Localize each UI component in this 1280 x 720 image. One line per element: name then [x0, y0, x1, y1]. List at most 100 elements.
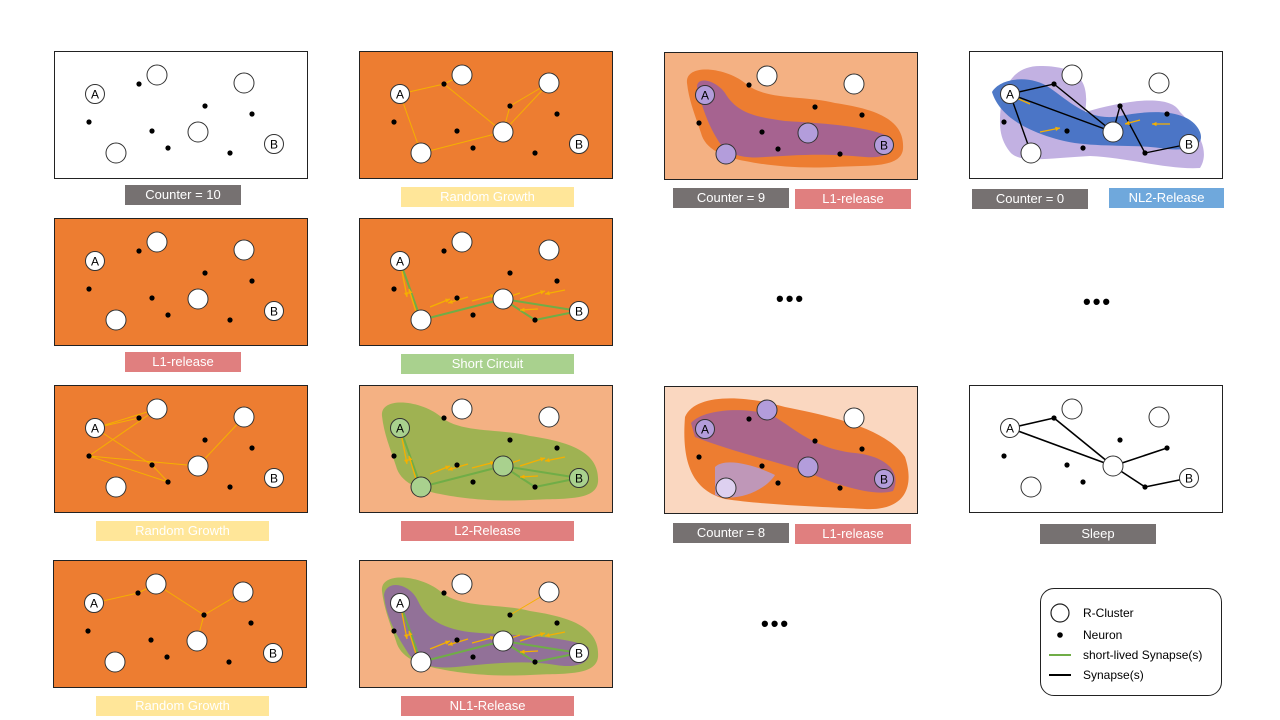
synapse-line [88, 408, 158, 457]
neuron-dot [136, 81, 142, 87]
synapse-line [88, 455, 169, 483]
neuron-dot [507, 437, 513, 443]
neuron-dot [441, 590, 447, 596]
cluster-b-label: B [1185, 472, 1193, 486]
neuron-dot [136, 415, 142, 421]
neuron-dot [1051, 415, 1057, 421]
panel-graph: AB [85, 64, 284, 164]
arrowhead-icon [448, 299, 453, 304]
neuron-dot [775, 480, 781, 486]
neuron-dot [1080, 479, 1086, 485]
r-cluster [715, 143, 737, 165]
arrowhead-icon [540, 457, 545, 462]
cluster-b-label: B [575, 647, 583, 661]
neuron-dot [812, 104, 818, 110]
neuron-dot [812, 438, 818, 444]
cluster-a-label: A [701, 89, 709, 103]
r-cluster [538, 581, 560, 603]
neuron-dot [532, 659, 538, 665]
neuron-dot [554, 620, 560, 626]
neuron-dot [164, 654, 170, 660]
neuron-dot [391, 453, 397, 459]
label-random-growth-1: Random Growth [401, 187, 574, 207]
label-l1-release-bottom: L1-release [795, 524, 911, 544]
legend-synapse-label: Synapse(s) [1083, 668, 1144, 682]
cluster-b-label: B [269, 647, 277, 661]
r-cluster [233, 239, 255, 261]
panel-graph: AB [381, 573, 599, 676]
neuron-dot [759, 463, 765, 469]
r-cluster [410, 309, 432, 331]
r-cluster-a [695, 85, 715, 105]
neuron-dot [470, 479, 476, 485]
l2-release-region [381, 402, 599, 501]
r-cluster [410, 476, 432, 498]
r-cluster [843, 407, 865, 429]
r-cluster-b [569, 301, 589, 321]
cluster-b-label: B [575, 472, 583, 486]
neuron-dot [135, 590, 141, 596]
r-cluster [187, 288, 209, 310]
label-nl1-release: NL1-Release [401, 696, 574, 716]
cluster-a-label: A [91, 255, 99, 269]
neuron-dot [759, 129, 765, 135]
neuron-dot [1142, 484, 1148, 490]
neuron-dot [696, 454, 702, 460]
r-cluster [492, 455, 514, 477]
r-cluster [232, 581, 254, 603]
r-cluster [146, 64, 168, 86]
neuron-dot [391, 119, 397, 125]
neuron-dot [532, 150, 538, 156]
short-lived-synapse [420, 465, 504, 488]
neuron-dot [1064, 462, 1070, 468]
arrowhead-icon [448, 641, 453, 646]
panel-graph: AB [992, 64, 1204, 169]
neuron-dot [249, 111, 255, 117]
label-counter-8: Counter = 8 [673, 523, 789, 543]
r-cluster-b [1179, 134, 1199, 154]
r-cluster-b [569, 468, 589, 488]
neuron-dot [249, 278, 255, 284]
neuron-dot [532, 484, 538, 490]
ellipsis-mid-col3: ••• [776, 286, 806, 311]
r-cluster [1020, 142, 1042, 164]
cluster-b-label: B [1185, 138, 1193, 152]
synapse-line [151, 464, 169, 483]
arrowhead-icon [404, 292, 409, 297]
legend-neuron-icon [1057, 632, 1063, 638]
r-cluster [1020, 476, 1042, 498]
label-random-growth-2: Random Growth [96, 521, 269, 541]
r-cluster [186, 630, 208, 652]
neuron-dot [202, 437, 208, 443]
neuron-dot [1064, 128, 1070, 134]
synapse-line [1053, 83, 1114, 133]
label-l2-release: L2-Release [401, 521, 574, 541]
neuron-dot [441, 415, 447, 421]
neuron-dot [149, 128, 155, 134]
r-cluster [451, 573, 473, 595]
neuron-dot [249, 445, 255, 451]
arrowhead-icon [520, 307, 525, 312]
neuron-dot [532, 317, 538, 323]
synapse-line [420, 131, 504, 154]
panel-graph: AB [686, 65, 904, 168]
r-cluster-a [1000, 84, 1020, 104]
r-cluster-b [874, 469, 894, 489]
neuron-dot [148, 637, 154, 643]
arrowhead-icon [404, 459, 409, 464]
r-cluster [233, 72, 255, 94]
neuron-dot [746, 82, 752, 88]
neuron-dot [507, 103, 513, 109]
legend-short-lived-label: short-lived Synapse(s) [1083, 648, 1203, 662]
r-cluster [451, 398, 473, 420]
r-cluster [451, 231, 473, 253]
r-cluster-b [264, 134, 284, 154]
panel-graph: AB [85, 398, 284, 498]
neuron-dot [554, 278, 560, 284]
r-cluster [105, 142, 127, 164]
